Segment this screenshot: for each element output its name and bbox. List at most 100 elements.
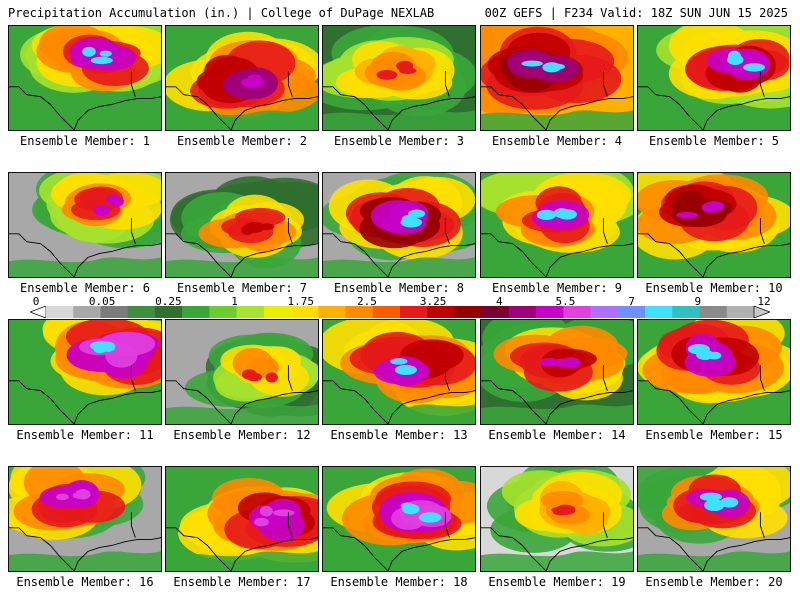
colorbar-swatch bbox=[46, 306, 74, 318]
colorbar-swatch bbox=[427, 306, 455, 318]
ensemble-member-label: Ensemble Member: 4 bbox=[491, 134, 623, 148]
colorbar-swatch bbox=[400, 306, 428, 318]
coastline-border bbox=[9, 512, 161, 571]
ensemble-map-panel bbox=[480, 172, 634, 278]
ensemble-member-label: Ensemble Member: 15 bbox=[645, 428, 783, 442]
coastline-border bbox=[9, 218, 161, 277]
colorbar-swatch bbox=[263, 306, 292, 318]
ensemble-member-label: Ensemble Member: 2 bbox=[176, 134, 308, 148]
colorbar-swatch bbox=[590, 306, 619, 318]
colorbar-swatch bbox=[672, 306, 700, 318]
ensemble-map-panel bbox=[322, 319, 476, 425]
ensemble-map-panel bbox=[322, 466, 476, 572]
colorbar-tick-label: 2.5 bbox=[356, 295, 377, 308]
colorbar-tick-label: 9 bbox=[694, 295, 702, 308]
ensemble-map-panel bbox=[8, 466, 162, 572]
ensemble-member-label: Ensemble Member: 13 bbox=[330, 428, 468, 442]
ensemble-member-label: Ensemble Member: 19 bbox=[488, 575, 626, 589]
ensemble-member-label: Ensemble Member: 17 bbox=[173, 575, 311, 589]
ensemble-map-panel bbox=[165, 25, 319, 131]
precip-colorbar bbox=[30, 306, 770, 318]
colorbar-swatch bbox=[345, 306, 374, 318]
precip-field bbox=[166, 173, 318, 277]
ensemble-map-panel bbox=[480, 466, 634, 572]
precip-field bbox=[9, 320, 161, 424]
colorbar-swatch bbox=[726, 306, 755, 318]
ensemble-map-panel bbox=[165, 172, 319, 278]
precip-field bbox=[638, 467, 790, 571]
precip-field bbox=[9, 26, 161, 130]
ensemble-map-panel bbox=[637, 172, 791, 278]
precip-field bbox=[166, 467, 318, 571]
colorbar-swatch bbox=[209, 306, 237, 318]
ensemble-member-label: Ensemble Member: 9 bbox=[491, 281, 623, 295]
ensemble-map-panel bbox=[637, 466, 791, 572]
colorbar-tick-label: 5.5 bbox=[555, 295, 576, 308]
colorbar-swatch bbox=[182, 306, 210, 318]
precip-field bbox=[638, 320, 790, 424]
ensemble-member-label: Ensemble Member: 7 bbox=[176, 281, 308, 295]
colorbar-swatch bbox=[154, 306, 183, 318]
colorbar-tick-label: 7 bbox=[628, 295, 635, 308]
coastline-border bbox=[638, 512, 790, 571]
coastline-border bbox=[166, 365, 318, 424]
ensemble-member-label: Ensemble Member: 14 bbox=[488, 428, 626, 442]
colorbar-swatch bbox=[617, 306, 646, 318]
ensemble-map-panel bbox=[8, 319, 162, 425]
coastline-border bbox=[638, 218, 790, 277]
ensemble-map-panel bbox=[637, 319, 791, 425]
coastline-border bbox=[323, 218, 475, 277]
coastline-border bbox=[323, 512, 475, 571]
colorbar-swatch bbox=[127, 306, 156, 318]
ensemble-map-panel bbox=[165, 466, 319, 572]
colorbar-swatch bbox=[291, 306, 319, 318]
coastline-border bbox=[481, 512, 633, 571]
precip-field bbox=[323, 26, 475, 130]
ensemble-map-panel bbox=[322, 172, 476, 278]
colorbar-swatch bbox=[73, 306, 101, 318]
precip-field bbox=[481, 173, 633, 277]
ensemble-map-panel bbox=[322, 25, 476, 131]
coastline-border bbox=[481, 71, 633, 130]
colorbar-swatch bbox=[508, 306, 537, 318]
colorbar-swatch bbox=[481, 306, 510, 318]
precip-field bbox=[9, 173, 161, 277]
ensemble-member-label: Ensemble Member: 12 bbox=[173, 428, 311, 442]
colorbar-tick-label: 4 bbox=[495, 295, 503, 308]
colorbar-swatch bbox=[645, 306, 673, 318]
colorbar-swatch bbox=[699, 306, 728, 318]
ensemble-map-panel bbox=[480, 25, 634, 131]
coastline-border bbox=[166, 218, 318, 277]
ensemble-member-label: Ensemble Member: 6 bbox=[19, 281, 151, 295]
precip-field bbox=[9, 467, 161, 571]
ensemble-member-label: Ensemble Member: 10 bbox=[645, 281, 783, 295]
ensemble-map-panel bbox=[165, 319, 319, 425]
coastline-border bbox=[638, 71, 790, 130]
colorbar-swatch bbox=[454, 306, 482, 318]
precip-field bbox=[323, 173, 475, 277]
colorbar-tick-label: 12 bbox=[757, 295, 771, 308]
colorbar-tick-label: 1 bbox=[231, 295, 238, 308]
ensemble-member-label: Ensemble Member: 18 bbox=[330, 575, 468, 589]
colorbar-swatch bbox=[236, 306, 265, 318]
colorbar-max-arrow bbox=[753, 306, 770, 318]
colorbar-swatch bbox=[563, 306, 591, 318]
coastline-border bbox=[481, 218, 633, 277]
coastline-border bbox=[323, 71, 475, 130]
coastline-border bbox=[481, 365, 633, 424]
precip-field bbox=[481, 467, 633, 571]
precip-field bbox=[323, 467, 475, 571]
colorbar-tick-label: 0.25 bbox=[155, 295, 182, 308]
colorbar-tick-label: 0 bbox=[32, 295, 40, 308]
model-run-info: 00Z GEFS | F234 Valid: 18Z SUN JUN 15 20… bbox=[484, 6, 788, 20]
ensemble-map-panel bbox=[8, 172, 162, 278]
colorbar-tick-label: 3.25 bbox=[419, 295, 447, 308]
colorbar-tick-label: 1.75 bbox=[287, 295, 314, 308]
precip-field bbox=[638, 173, 790, 277]
map-title: Precipitation Accumulation (in.) | Colle… bbox=[8, 6, 435, 20]
ensemble-member-label: Ensemble Member: 20 bbox=[645, 575, 783, 589]
precip-field bbox=[481, 320, 633, 424]
coastline-border bbox=[9, 365, 161, 424]
precip-field bbox=[481, 26, 633, 130]
colorbar-swatch bbox=[100, 306, 128, 318]
